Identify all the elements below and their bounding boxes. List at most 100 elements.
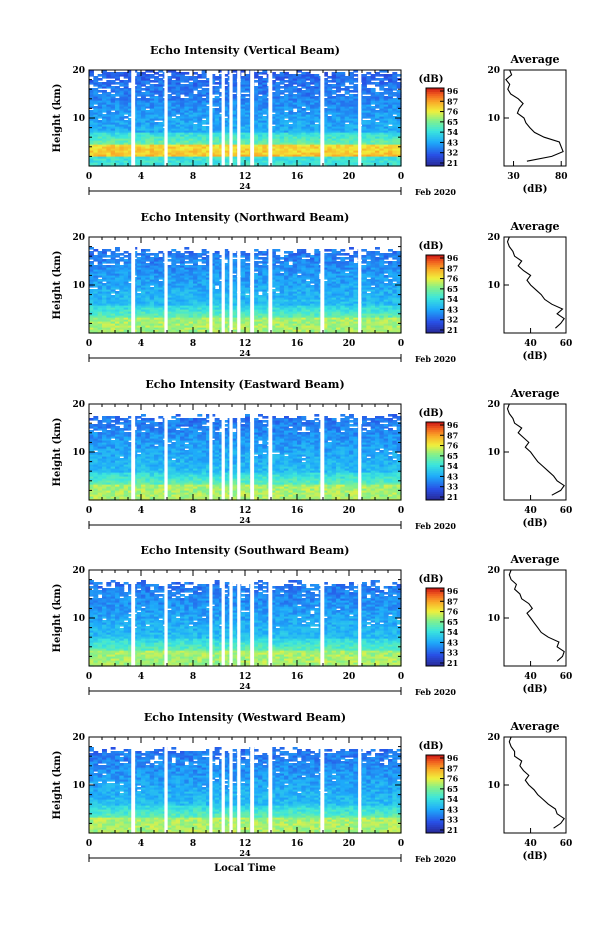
heatmap-cell: [331, 148, 337, 151]
heatmap-cell: [383, 162, 389, 165]
heatmap-cell: [240, 80, 246, 83]
heatmap-cell: [106, 154, 112, 157]
heatmap-cell: [154, 114, 159, 117]
heatmap-cell: [366, 88, 372, 91]
heatmap-cell: [262, 327, 268, 330]
heatmap-cell: [89, 329, 94, 332]
heatmap-cell: [379, 138, 385, 141]
heatmap-cell: [353, 146, 359, 149]
heatmap-cell: [97, 148, 103, 151]
heatmap-cell: [366, 90, 372, 93]
average-x-tick-label: 30: [507, 172, 520, 182]
heatmap-cell: [184, 84, 190, 87]
heatmap-cell: [232, 150, 237, 153]
heatmap-cell: [375, 150, 380, 153]
heatmap-cell: [184, 72, 190, 75]
heatmap-cell: [375, 100, 380, 103]
heatmap-cell: [353, 96, 359, 99]
heatmap-cell: [240, 112, 246, 115]
heatmap-cell: [292, 120, 298, 123]
heatmap-cell: [102, 138, 107, 141]
heatmap-cell: [370, 128, 376, 131]
heatmap-cell: [396, 134, 402, 137]
heatmap-cell: [180, 138, 185, 141]
heatmap-cell: [119, 144, 125, 147]
heatmap-cell: [175, 88, 181, 91]
heatmap-cell: [240, 118, 246, 121]
heatmap-cell: [383, 74, 389, 77]
heatmap-cell: [279, 150, 285, 153]
heatmap-cell: [279, 319, 285, 322]
heatmap-cell: [128, 319, 133, 322]
heatmap-cell: [366, 321, 372, 324]
heatmap-cell: [279, 118, 285, 121]
heatmap-cell: [323, 321, 328, 324]
heatmap-cell: [158, 126, 164, 129]
heatmap-cell: [310, 321, 315, 324]
heatmap-cell: [214, 100, 220, 103]
heatmap-cell: [223, 126, 229, 129]
heatmap-cell: [223, 122, 229, 125]
heatmap-cell: [149, 325, 155, 328]
heatmap-cell: [370, 82, 376, 85]
heatmap-cell: [180, 130, 185, 133]
heatmap-cell: [206, 90, 211, 93]
heatmap-cell: [301, 164, 307, 167]
heatmap-cell: [128, 74, 133, 77]
heatmap-cell: [145, 78, 151, 81]
heatmap-cell: [106, 122, 112, 125]
heatmap-cell: [336, 94, 341, 97]
heatmap-cell: [349, 120, 354, 123]
heatmap-cell: [193, 162, 198, 165]
heatmap-cell: [115, 116, 120, 119]
heatmap-cell: [197, 112, 203, 115]
heatmap-cell: [171, 138, 177, 141]
heatmap-cell: [362, 327, 367, 330]
heatmap-cell: [89, 160, 94, 163]
heatmap-cell: [271, 126, 276, 129]
heatmap-cell: [271, 136, 276, 139]
heatmap-cell: [128, 331, 133, 334]
heatmap-cell: [214, 122, 220, 125]
heatmap-cell: [128, 100, 133, 103]
heatmap-cell: [106, 319, 112, 322]
heatmap-cell: [305, 134, 311, 137]
heatmap-cell: [366, 158, 372, 161]
heatmap-cell: [240, 128, 246, 131]
heatmap-cell: [340, 140, 346, 143]
heatmap-cell: [232, 86, 237, 89]
heatmap-cell: [362, 134, 367, 137]
heatmap-cell: [154, 86, 159, 89]
heatmap-cell: [383, 152, 389, 155]
heatmap-cell: [141, 317, 146, 320]
heatmap-cell: [171, 331, 177, 334]
heatmap-cell: [219, 148, 224, 151]
heatmap-cell: [375, 152, 380, 155]
heatmap-cell: [271, 148, 276, 151]
heatmap-cell: [297, 315, 302, 318]
heatmap-cell: [128, 134, 133, 137]
heatmap-cell: [175, 152, 181, 155]
heatmap-cell: [331, 72, 337, 75]
colorbar-segment: [426, 103, 444, 107]
heatmap-cell: [301, 317, 307, 320]
heatmap-cell: [97, 102, 103, 105]
heatmap-cell: [275, 164, 281, 167]
heatmap-cell: [210, 160, 216, 163]
heatmap-cell: [331, 150, 337, 153]
heatmap-cell: [353, 118, 359, 121]
heatmap-cell: [232, 94, 237, 97]
heatmap-cell: [93, 80, 99, 83]
heatmap-cell: [210, 86, 216, 89]
heatmap-cell: [310, 110, 315, 113]
heatmap-cell: [201, 112, 207, 115]
heatmap-cell: [258, 140, 263, 143]
heatmap-cell: [245, 108, 250, 111]
heatmap-cell: [366, 92, 372, 95]
heatmap-cell: [128, 160, 133, 163]
heatmap-cell: [175, 82, 181, 85]
heatmap-cell: [97, 96, 103, 99]
heatmap-cell: [262, 313, 268, 316]
heatmap-cell: [171, 82, 177, 85]
heatmap-cell: [310, 74, 315, 77]
